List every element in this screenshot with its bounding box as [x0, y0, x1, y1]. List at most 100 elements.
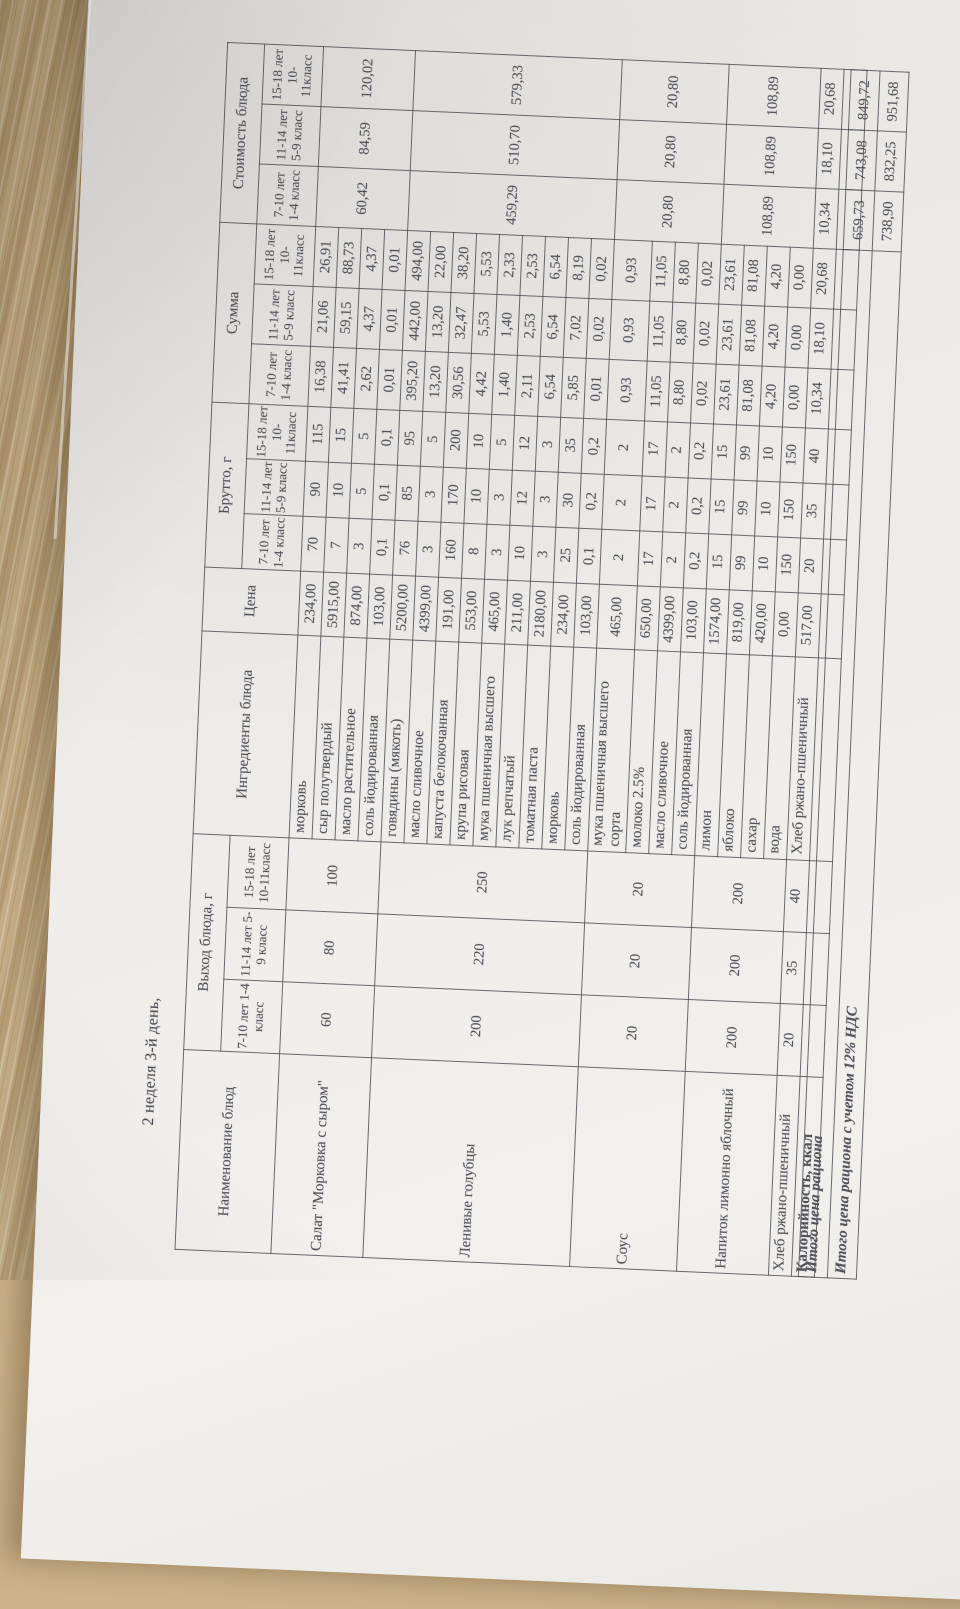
cost-cell-class-2: 20,80 [617, 119, 727, 185]
brutto-cell-class-3: 0,1 [374, 409, 400, 466]
price-cell: 420,00 [748, 590, 775, 656]
col-header-cost-class-2: 11-14 лет 5-9 класс [259, 103, 321, 167]
sum-cell-class-3: 23,61 [718, 244, 744, 306]
brutto-cell-class-3: 5 [489, 414, 515, 471]
sum-cell-class-1: 4,20 [758, 365, 785, 427]
price-cell: 234,00 [550, 582, 577, 648]
brutto-cell-class-1: 150 [774, 536, 801, 593]
price-cell: 465,00 [481, 579, 508, 645]
sum-cell-class-1: 2,62 [353, 348, 380, 410]
brutto-cell-class-2: 30 [555, 472, 582, 529]
col-header-yield-class-1: 7-10 лет 1-4 класс [220, 979, 283, 1054]
sum-cell-class-3: 0,00 [787, 247, 813, 309]
price-cell: 103,00 [680, 587, 706, 653]
brutto-cell-class-2: 0,1 [372, 464, 398, 521]
sum-cell-class-2: 4,20 [761, 306, 788, 367]
totals-value-class-3: 849,72 [848, 69, 881, 131]
price-cell: 103,00 [573, 583, 600, 649]
sum-cell-class-3: 11,05 [649, 241, 675, 303]
sum-cell-class-3: 0,02 [588, 238, 615, 300]
sum-cell-class-2: 23,61 [715, 304, 742, 365]
sum-cell-class-1: 4,42 [468, 353, 495, 415]
brutto-cell-class-1: 76 [392, 520, 418, 577]
brutto-cell-class-2: 90 [303, 461, 329, 518]
sum-cell-class-2: 442,00 [402, 290, 429, 352]
cost-cell-class-1: 10,34 [812, 188, 839, 250]
sum-cell-class-2: 0,93 [609, 299, 650, 361]
dish-name-cell: Соус [569, 1066, 685, 1272]
totals-value-class-1: 659,73 [843, 189, 875, 251]
yield-cell-class-2: 200 [687, 927, 783, 1004]
yield-cell-class-3: 40 [782, 859, 810, 933]
sum-cell-class-2: 4,37 [356, 288, 383, 350]
sum-cell-class-2: 18,10 [807, 308, 834, 370]
cost-cell-class-2: 18,10 [815, 128, 841, 190]
yield-cell-class-2: 80 [282, 909, 378, 986]
sum-cell-class-1: 16,38 [307, 346, 334, 408]
brutto-cell-class-2: 2 [662, 476, 688, 533]
col-header-sum-class-2: 11-14 лет 5-9 класс [251, 283, 314, 347]
cost-cell-class-1: 60,42 [315, 166, 411, 231]
sum-cell-class-3: 88,73 [336, 227, 362, 289]
brutto-cell-class-1: 3 [346, 518, 373, 575]
sum-cell-class-1: 6,54 [537, 356, 564, 418]
brutto-cell-class-3: 35 [558, 417, 584, 474]
brutto-cell-class-3: 15 [328, 407, 354, 464]
price-cell: 517,00 [794, 592, 821, 658]
brutto-cell-class-1: 70 [300, 516, 327, 573]
sum-cell-class-3: 8,19 [565, 237, 592, 299]
sum-cell-class-2: 0,00 [784, 307, 811, 369]
brutto-cell-class-1: 160 [438, 522, 464, 579]
brutto-cell-class-1: 3 [484, 524, 510, 581]
sum-cell-class-3: 26,91 [313, 226, 339, 288]
brutto-cell-class-1: 3 [415, 521, 441, 578]
brutto-cell-class-3: 3 [535, 416, 561, 473]
brutto-cell-class-3: 10 [466, 413, 492, 470]
brutto-cell-class-2: 10 [463, 468, 490, 525]
sum-cell-class-1: 13,20 [422, 351, 449, 413]
totals-value-class-2: 832,25 [874, 130, 907, 193]
sum-cell-class-3: 2,53 [519, 235, 546, 297]
sum-cell-class-2: 0,02 [586, 298, 612, 360]
sum-cell-class-2: 81,08 [738, 305, 765, 366]
sum-cell-class-2: 1,40 [494, 294, 520, 356]
yield-cell-class-2: 20 [581, 922, 692, 1000]
paper-sheet: 2 неделя 3-й день, Наименование блюд Выхо… [20, 0, 960, 1609]
sum-cell-class-2: 6,54 [540, 296, 566, 358]
cost-cell-class-2: 84,59 [318, 106, 413, 171]
brutto-cell-class-3: 15 [710, 423, 736, 480]
yield-cell-class-2: 220 [374, 913, 585, 995]
yield-cell-class-1: 200 [684, 999, 780, 1076]
yield-cell-class-3: 250 [377, 841, 588, 923]
brutto-cell-class-1: 10 [507, 525, 533, 582]
sum-cell-class-2: 8,80 [669, 302, 696, 363]
price-cell: 4399,00 [657, 586, 683, 652]
sum-cell-class-3: 4,37 [359, 228, 385, 290]
brutto-cell-class-2: 170 [440, 467, 467, 524]
sum-cell-class-2: 11,05 [646, 301, 673, 362]
menu-table: Наименование блюд Выход блюда, г Ингредиен… [174, 42, 867, 1278]
sum-cell-class-3: 20,68 [810, 248, 836, 310]
col-header-yield-class-3: 15-18 лет 10-11класс [226, 835, 290, 910]
col-header-brutto-class-1: 7-10 лет 1-4 класс [241, 513, 304, 572]
col-header-sum-class-1: 7-10 лет 1-4 класс [248, 343, 311, 407]
totals-value-class-1: 738,90 [872, 190, 904, 252]
brutto-cell-class-2: 3 [417, 466, 444, 523]
cost-cell-class-3: 108,89 [726, 64, 821, 129]
price-cell: 5915,00 [320, 572, 347, 638]
brutto-cell-class-3: 0,2 [581, 418, 607, 475]
sum-cell-class-1: 81,08 [735, 364, 762, 426]
page-title: 2 неделя 3-й день, [139, 996, 163, 1126]
yield-cell-class-2: 35 [779, 931, 806, 1005]
brutto-cell-class-2: 10 [326, 462, 352, 519]
brutto-cell-class-1: 25 [553, 527, 579, 584]
sum-cell-class-3: 494,00 [405, 230, 431, 292]
sum-cell-class-1: 30,56 [445, 352, 472, 414]
col-header-brutto-class-2: 11-14 лет 5-9 класс [244, 458, 306, 517]
sum-cell-class-2: 0,02 [692, 303, 719, 364]
price-cell: 553,00 [458, 578, 485, 644]
brutto-cell-class-2: 17 [639, 475, 665, 532]
sum-cell-class-2: 5,53 [471, 293, 497, 355]
sum-cell-class-2: 59,15 [333, 287, 360, 349]
sum-cell-class-3: 5,53 [473, 233, 500, 295]
